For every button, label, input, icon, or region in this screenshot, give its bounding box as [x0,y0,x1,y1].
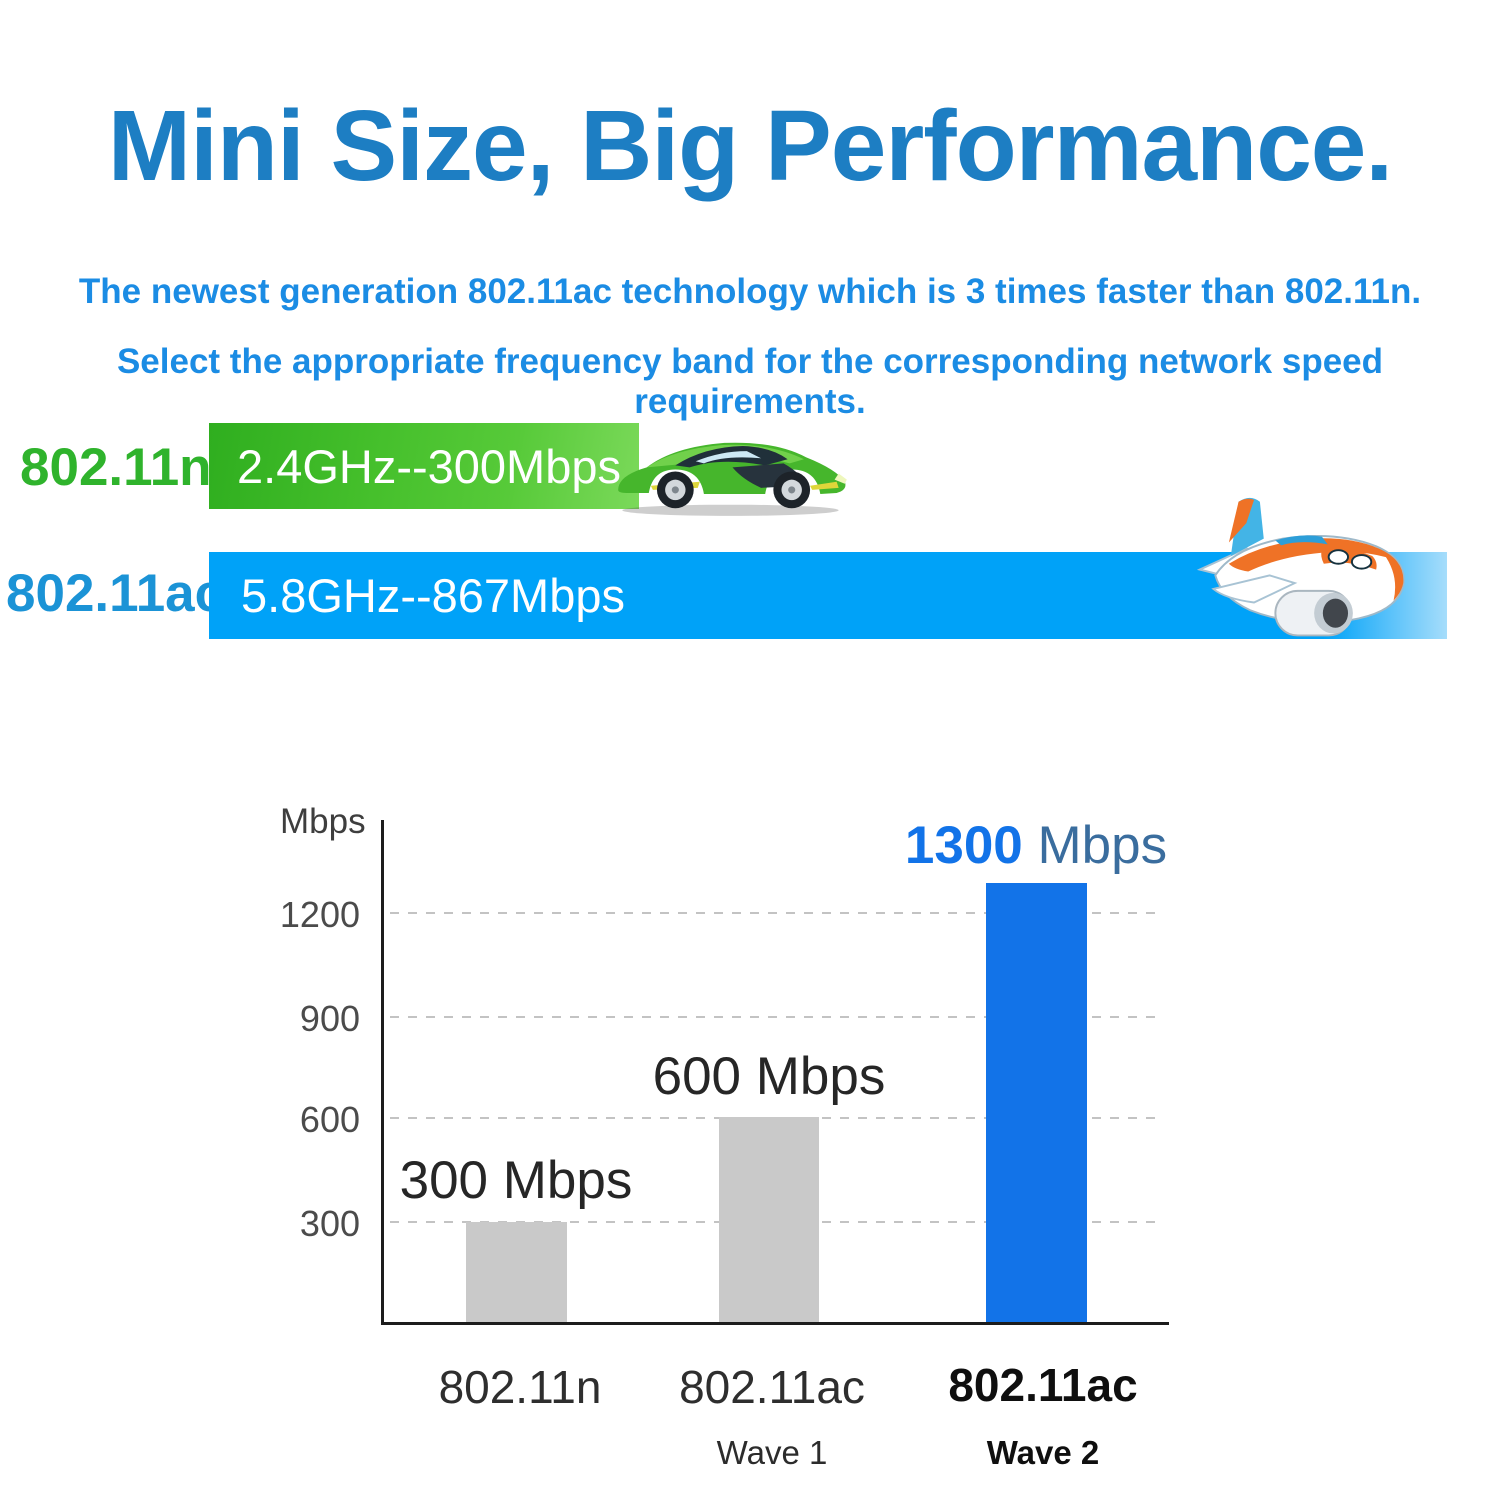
bar-unit-600: Mbps [755,1047,886,1106]
bar-unit-300: Mbps [502,1151,633,1210]
bar-value-1300: 1300 [904,816,1023,875]
subtitle-line-2: Select the appropriate frequency band fo… [116,342,1384,421]
band-bar-2-4ghz: 2.4GHz--300Mbps [209,423,639,509]
band-standard-802-11n: 802.11n [20,438,212,497]
band-bar-2-4ghz-text: 2.4GHz--300Mbps [237,439,621,493]
x-sublabel-wave1: Wave 1 [716,1434,828,1471]
gridline-1200 [390,912,1162,914]
x-label-802-11ac-wave1: 802.11ac [679,1361,865,1413]
y-tick-1200: 1200 [279,894,360,935]
chart-bar-802-11ac-wave1 [719,1117,819,1322]
band-standard-802-11ac: 802.11ac [6,564,225,623]
x-sublabel-wave2: Wave 2 [986,1434,1100,1471]
page-title: Mini Size, Big Performance. [107,90,1393,202]
band-bar-5-8ghz-text: 5.8GHz--867Mbps [241,569,625,622]
chart-bar-802-11n [466,1222,567,1322]
bar-unit-1300: Mbps [1037,816,1168,875]
bar-value-600: 600 [652,1047,742,1106]
chart-bar-802-11ac-wave2 [986,883,1087,1322]
car-icon [610,422,855,520]
bar-value-label-1300: 1300 Mbps [836,815,1236,876]
y-tick-300: 300 [299,1203,360,1244]
chart-y-axis-unit-label: Mbps [280,802,366,841]
chart-y-axis-line [381,820,384,1325]
airplane-icon [1185,494,1420,649]
bar-value-label-300: 300 Mbps [316,1150,716,1211]
bar-value-label-600: 600 Mbps [569,1046,969,1107]
chart-x-axis-line [381,1322,1169,1325]
subtitle-line-1: The newest generation 802.11ac technolog… [78,272,1422,311]
bar-value-300: 300 [399,1151,489,1210]
gridline-900 [390,1016,1162,1018]
x-label-802-11n: 802.11n [438,1361,602,1413]
x-label-802-11ac-wave2: 802.11ac [948,1359,1138,1411]
y-tick-600: 600 [299,1099,360,1140]
y-tick-900: 900 [299,998,360,1039]
